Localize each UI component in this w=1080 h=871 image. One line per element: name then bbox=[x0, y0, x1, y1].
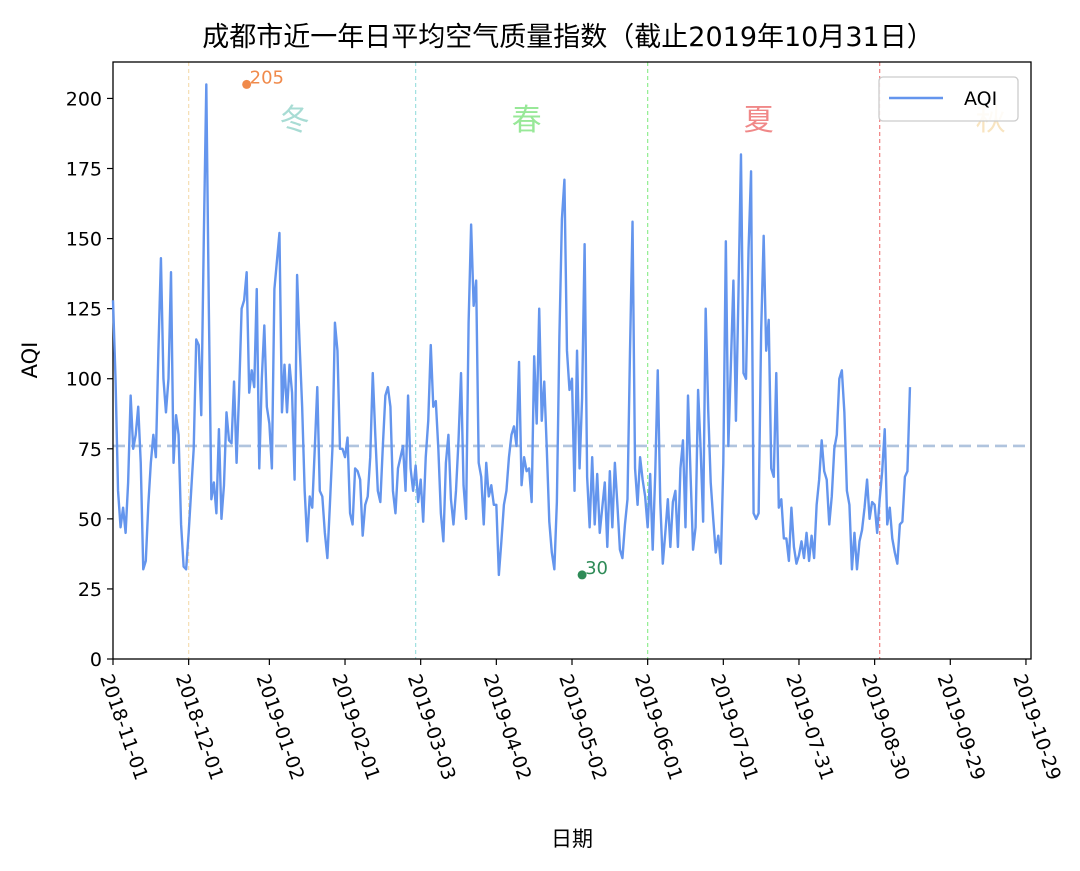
x-axis-label: 日期 bbox=[551, 827, 593, 851]
x-tick-label-11: 2019-09-29 bbox=[933, 671, 990, 783]
annotation-point-0 bbox=[242, 79, 252, 89]
y-tick-label-7: 175 bbox=[66, 159, 102, 181]
season-label-0: 冬 bbox=[280, 103, 310, 138]
x-tick-label-6: 2019-05-02 bbox=[554, 671, 611, 783]
y-tick-label-5: 125 bbox=[66, 299, 102, 321]
chart-title: 成都市近一年日平均空气质量指数（截止2019年10月31日） bbox=[202, 22, 933, 53]
x-tick-label-10: 2019-08-30 bbox=[857, 671, 914, 783]
annotation-label-1: 30 bbox=[585, 558, 608, 579]
x-tick-label-4: 2019-03-03 bbox=[403, 671, 460, 783]
annotation-label-0: 205 bbox=[250, 67, 284, 88]
x-tick-label-0: 2018-11-01 bbox=[95, 671, 152, 783]
y-tick-label-8: 200 bbox=[66, 88, 102, 110]
x-tick-label-8: 2019-07-01 bbox=[706, 671, 763, 783]
season-label-2: 夏 bbox=[744, 103, 774, 138]
x-tick-label-9: 2019-07-31 bbox=[781, 671, 838, 783]
y-tick-label-6: 150 bbox=[66, 229, 102, 251]
y-tick-label-2: 50 bbox=[78, 509, 102, 531]
legend-box bbox=[878, 76, 1019, 122]
background-layer: 冬春夏秋 bbox=[113, 62, 1031, 659]
y-tick-label-0: 0 bbox=[90, 649, 102, 671]
legend: AQI bbox=[878, 76, 1019, 122]
x-tick-label-2: 2019-01-02 bbox=[252, 671, 309, 783]
series-line-aqi bbox=[111, 83, 912, 577]
y-tick-label-3: 75 bbox=[78, 439, 102, 461]
season-label-1: 春 bbox=[512, 103, 542, 138]
y-axis: 0 25 50 75 100 125 150 175 200 bbox=[66, 88, 113, 671]
x-tick-label-12: 2019-10-29 bbox=[1008, 671, 1065, 783]
plot-frame bbox=[112, 61, 1032, 660]
legend-label-aqi: AQI bbox=[964, 88, 997, 110]
x-tick-label-5: 2019-04-02 bbox=[479, 671, 536, 783]
x-axis: 2018-11-01 2018-12-01 2019-01-02 2019-02-01… bbox=[95, 659, 1065, 783]
y-tick-label-4: 100 bbox=[66, 369, 102, 391]
y-tick-label-1: 25 bbox=[78, 579, 102, 601]
annotation-layer: 205 30 bbox=[242, 67, 608, 580]
annotation-point-1 bbox=[577, 570, 587, 580]
x-tick-label-1: 2018-12-01 bbox=[171, 671, 228, 783]
y-axis-label: AQI bbox=[18, 342, 42, 379]
x-tick-label-3: 2019-02-01 bbox=[327, 671, 384, 783]
x-tick-label-7: 2019-06-01 bbox=[630, 671, 687, 783]
